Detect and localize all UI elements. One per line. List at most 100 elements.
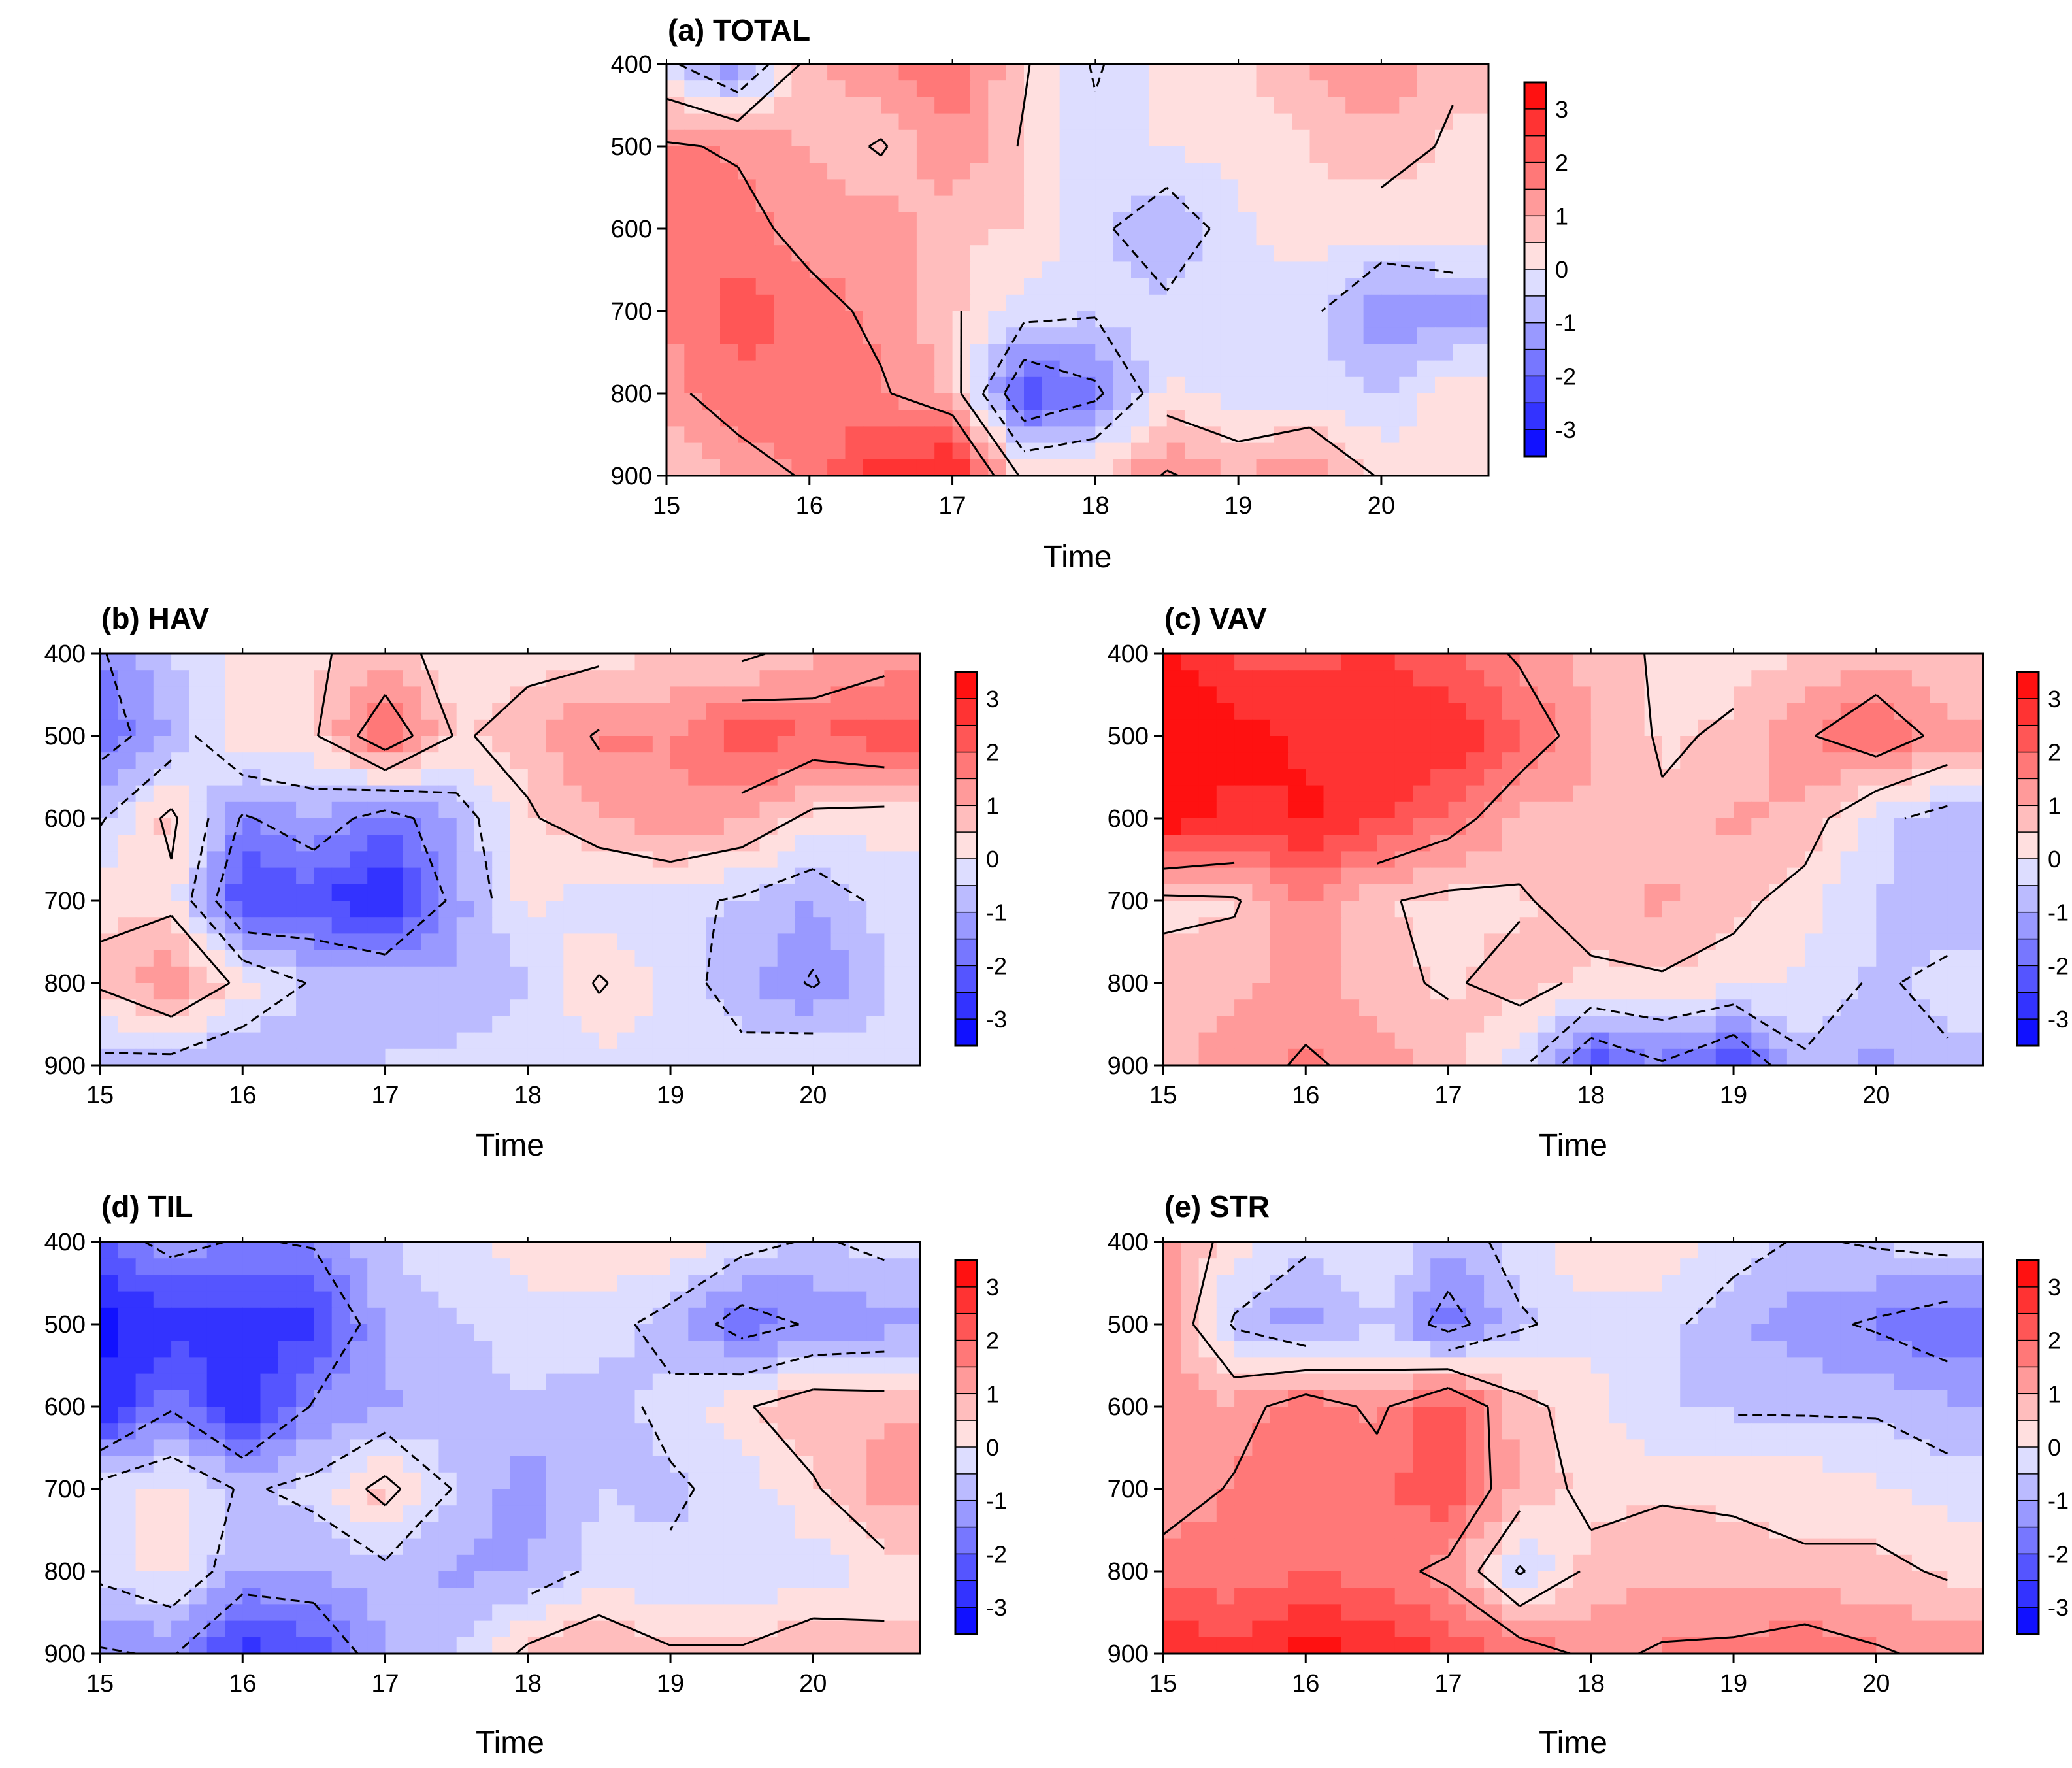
field-cell	[706, 835, 725, 852]
field-cell	[403, 950, 421, 967]
field-cell	[1166, 229, 1185, 246]
field-cell	[385, 851, 404, 869]
field-cell	[1252, 1016, 1271, 1033]
field-cell	[171, 933, 190, 951]
field-cell	[1181, 686, 1200, 704]
field-cell	[1238, 97, 1257, 114]
field-cell	[1822, 999, 1841, 1017]
field-cell	[1292, 80, 1311, 98]
field-cell	[1876, 1016, 1895, 1033]
field-cell	[171, 1456, 190, 1473]
field-cell	[403, 835, 421, 852]
field-cell	[1734, 950, 1752, 967]
field-cell	[902, 1456, 921, 1473]
field-cell	[546, 1522, 565, 1539]
field-cell	[278, 1291, 297, 1309]
field-cell	[599, 769, 617, 786]
field-cell	[1181, 769, 1200, 786]
field-cell	[1238, 80, 1257, 98]
field-cell	[1381, 97, 1400, 114]
field-cell	[1448, 983, 1467, 1000]
field-cell	[1769, 801, 1788, 819]
field-cell	[421, 1390, 440, 1407]
field-cell	[118, 1505, 137, 1523]
field-cell	[581, 1341, 600, 1358]
field-cell	[1466, 752, 1485, 770]
field-cell	[1715, 736, 1734, 753]
field-cell	[1149, 426, 1168, 444]
field-cell	[438, 1538, 457, 1556]
field-cell	[474, 884, 493, 901]
field-cell	[350, 917, 369, 935]
field-cell	[1131, 410, 1150, 427]
field-cell	[1163, 818, 1182, 835]
field-cell	[171, 703, 190, 720]
field-cell	[688, 1423, 707, 1441]
field-cell	[225, 1637, 244, 1654]
field-cell	[884, 835, 903, 852]
field-cell	[456, 917, 475, 935]
field-cell	[599, 703, 617, 720]
field-cell	[474, 1258, 493, 1276]
field-cell	[260, 1522, 279, 1539]
field-cell	[1858, 884, 1877, 901]
field-cell	[189, 719, 208, 737]
field-cell	[546, 1341, 565, 1358]
field-cell	[670, 1538, 689, 1556]
field-cell	[684, 426, 703, 444]
field-cell	[706, 1423, 725, 1441]
field-cell	[1930, 736, 1949, 753]
field-cell	[1751, 851, 1770, 869]
contour-segment	[171, 1026, 243, 1056]
field-cell	[260, 1275, 279, 1292]
field-cell	[1381, 229, 1400, 246]
field-cell	[171, 983, 190, 1000]
field-cell	[1042, 393, 1061, 410]
field-cell	[331, 1423, 350, 1441]
field-cell	[1840, 933, 1859, 951]
y-tick-label: 500	[1108, 723, 1149, 750]
field-cell	[1453, 146, 1472, 163]
field-cell	[813, 1588, 832, 1605]
field-cell	[403, 1588, 421, 1605]
field-cell	[1166, 146, 1185, 163]
field-cell	[1163, 835, 1182, 852]
field-cell	[1327, 195, 1346, 213]
field-cell	[1466, 1016, 1485, 1033]
field-cell	[1234, 818, 1253, 835]
field-cell	[1185, 163, 1204, 180]
field-cell	[581, 1439, 600, 1457]
field-cell	[634, 950, 653, 967]
field-cell	[1399, 426, 1418, 444]
field-cell	[135, 1048, 154, 1066]
field-cell	[385, 1390, 404, 1407]
field-cell	[278, 966, 297, 984]
field-cell	[1163, 1048, 1182, 1066]
field-cell	[1077, 97, 1096, 114]
field-cell	[1537, 933, 1556, 951]
field-cell	[723, 983, 742, 1000]
field-cell	[260, 1456, 279, 1473]
field-cell	[1377, 933, 1396, 951]
field-cell	[510, 1324, 529, 1341]
field-cell	[135, 1637, 154, 1654]
field-cell	[742, 1554, 761, 1572]
field-cell	[438, 933, 457, 951]
field-cell	[1876, 670, 1895, 688]
field-cell	[206, 901, 225, 918]
contour-segment	[99, 1582, 172, 1609]
field-cell	[510, 818, 529, 835]
field-cell	[777, 1456, 796, 1473]
field-cell	[688, 1571, 707, 1588]
field-cell	[1149, 294, 1168, 312]
field-cell	[1590, 703, 1609, 720]
field-cell	[153, 785, 172, 803]
field-cell	[563, 1258, 582, 1276]
field-cell	[527, 851, 546, 869]
field-cell	[848, 686, 867, 704]
field-cell	[970, 245, 989, 263]
field-cell	[1876, 950, 1895, 967]
field-cell	[830, 1373, 849, 1391]
field-cell	[456, 1275, 475, 1292]
field-cell	[1323, 686, 1342, 704]
